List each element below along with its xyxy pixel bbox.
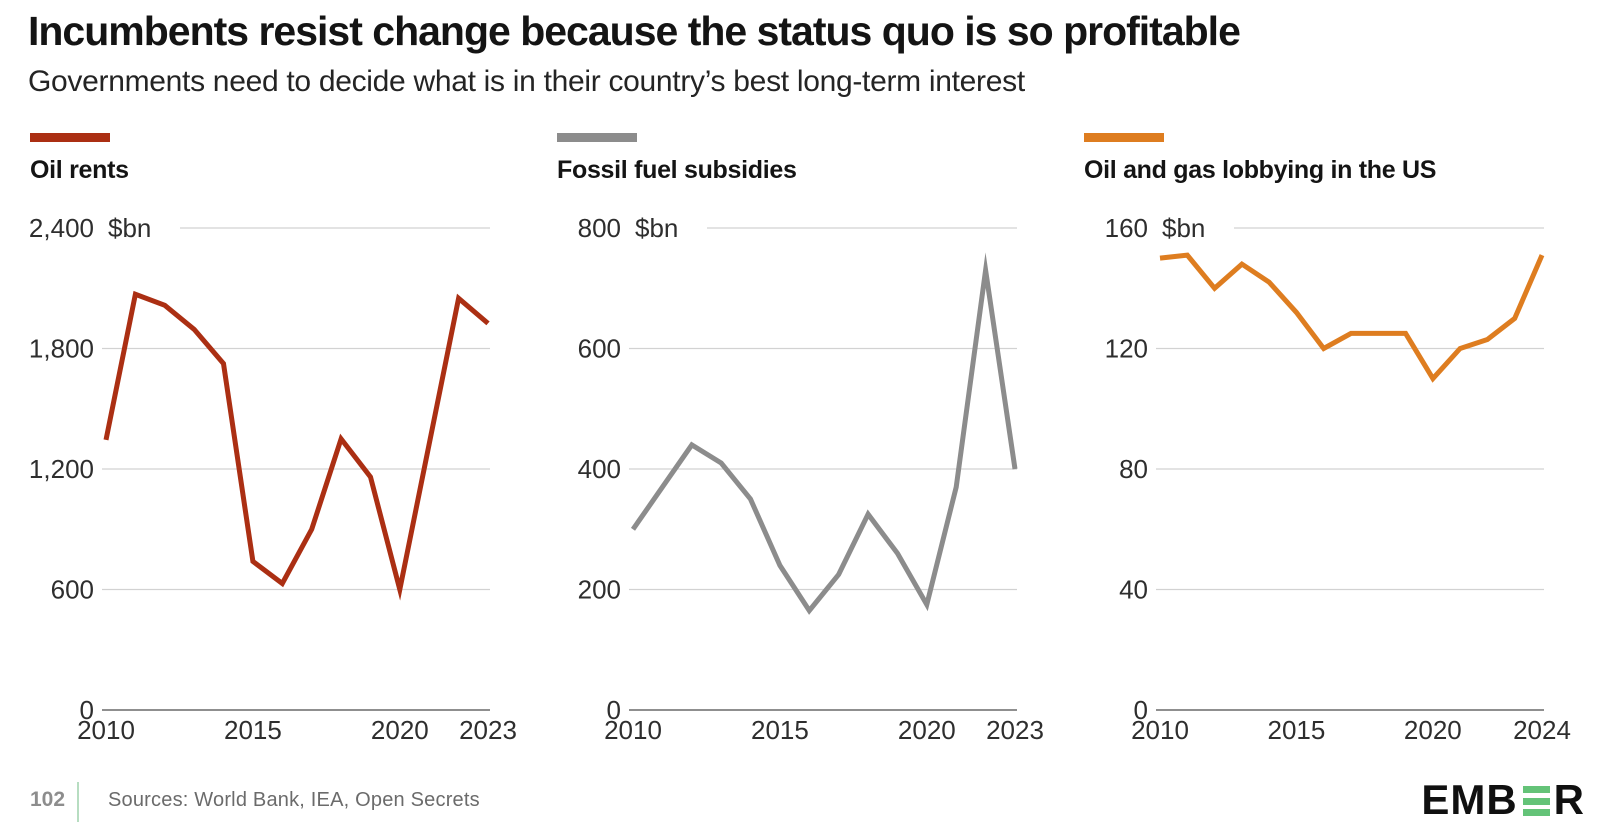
legend-swatch-fossil-fuel-subsidies: [557, 133, 637, 142]
series-line: [630, 252, 1018, 615]
footer-divider: [77, 782, 79, 822]
page-subtitle: Governments need to decide what is in th…: [28, 65, 1025, 99]
unit-label: $bn: [1162, 213, 1205, 243]
x-tick-label: 2023: [986, 715, 1044, 745]
footer: 102 Sources: World Bank, IEA, Open Secre…: [0, 776, 1600, 835]
sources-text: Sources: World Bank, IEA, Open Secrets: [108, 789, 480, 811]
oil-rents-line-chart: 0 600 1,200 1,800 2,400 $bn 2010 2015 2020 2023: [29, 213, 517, 745]
x-tick-label: 2015: [751, 715, 809, 745]
x-tick-label: 2015: [224, 715, 282, 745]
y-tick-label: 0: [80, 695, 94, 725]
page-title: Incumbents resist change because the sta…: [28, 8, 1241, 54]
chart-title-fossil-fuel-subsidies: Fossil fuel subsidies: [557, 156, 797, 184]
y-tick-label: 1,800: [29, 334, 94, 364]
x-tick-label: 2010: [1131, 715, 1189, 745]
charts-row: Oil rents 0 600 1,200 1,800 2,400 $bn 2010 2015…: [28, 130, 1571, 750]
chart-panel-fossil-fuel-subsidies: Fossil fuel subsidies 0 200 400 600 800 $bn 20…: [555, 130, 1044, 750]
header: Incumbents resist change because the sta…: [28, 8, 1580, 99]
chart-title-oil-gas-lobbying: Oil and gas lobbying in the US: [1084, 156, 1437, 184]
y-tick-label: 0: [1134, 695, 1148, 725]
unit-label: $bn: [635, 213, 678, 243]
legend-swatch-oil-gas-lobbying: [1084, 133, 1164, 142]
logo-bar: [1522, 797, 1550, 805]
logo-text-r: R: [1553, 776, 1585, 823]
y-tick-label: 800: [578, 213, 621, 243]
series-line: [103, 290, 490, 601]
oil-gas-lobbying-line-chart: 0 40 80 120 160 $bn 2010 2015 2020 2024: [1105, 213, 1571, 745]
y-tick-label: 2,400: [29, 213, 94, 243]
y-tick-label: 200: [578, 575, 621, 605]
y-tick-label: 600: [578, 334, 621, 364]
x-tick-label: 2015: [1268, 715, 1326, 745]
logo-bar: [1522, 786, 1550, 793]
series-line: [1159, 252, 1545, 383]
logo-stylized-e-icon: [1522, 786, 1550, 816]
y-tick-label: 80: [1119, 454, 1148, 484]
y-tick-label: 160: [1105, 213, 1148, 243]
x-tick-label: 2023: [459, 715, 517, 745]
y-tick-label: 0: [607, 695, 621, 725]
unit-label: $bn: [108, 213, 151, 243]
y-tick-label: 120: [1105, 334, 1148, 364]
y-tick-label: 40: [1119, 575, 1148, 605]
legend-swatch-oil-rents: [30, 133, 110, 142]
page-number: 102: [30, 788, 66, 811]
x-tick-label: 2020: [898, 715, 956, 745]
chart-panel-oil-gas-lobbying: Oil and gas lobbying in the US 0 40 80 120 1…: [1082, 130, 1571, 750]
x-tick-label: 2010: [604, 715, 662, 745]
y-tick-label: 600: [51, 575, 94, 605]
y-tick-label: 1,200: [29, 454, 94, 484]
x-tick-label: 2020: [371, 715, 429, 745]
chart-panel-oil-rents: Oil rents 0 600 1,200 1,800 2,400 $bn 2010 2015…: [28, 130, 517, 750]
chart-title-oil-rents: Oil rents: [30, 156, 129, 184]
x-tick-label: 2010: [77, 715, 135, 745]
logo-text-emb: EMB: [1421, 776, 1518, 823]
fossil-fuel-subsidies-line-chart: 0 200 400 600 800 $bn 2010 2015 2020 2023: [578, 213, 1044, 745]
ember-logo: EMB R: [1421, 776, 1585, 823]
x-tick-label: 2024: [1513, 715, 1571, 745]
x-tick-label: 2020: [1404, 715, 1462, 745]
y-tick-label: 400: [578, 454, 621, 484]
logo-bar: [1522, 809, 1550, 816]
